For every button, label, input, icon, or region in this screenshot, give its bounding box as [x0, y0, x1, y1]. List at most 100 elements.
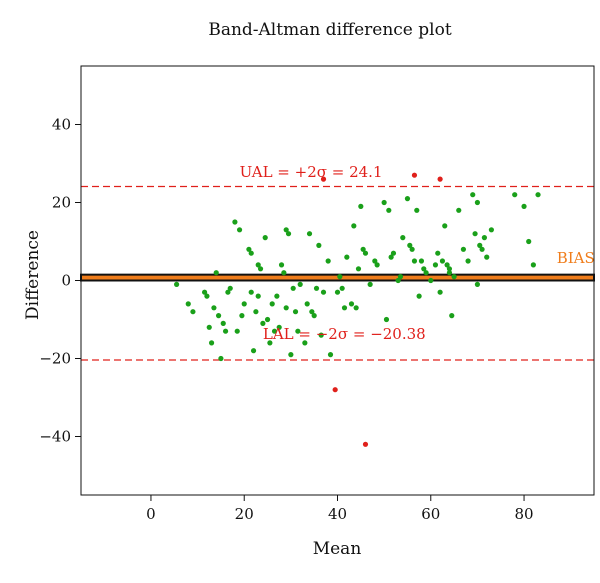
- data-point-85: [416, 293, 422, 299]
- x-tick-label-0: 0: [146, 505, 156, 523]
- data-point-34: [274, 293, 280, 299]
- data-point-10: [218, 355, 224, 362]
- data-point-64: [353, 305, 359, 311]
- data-point-62: [348, 301, 355, 307]
- data-point-36: [278, 262, 285, 268]
- data-point-42: [290, 285, 296, 291]
- data-point-59: [339, 285, 345, 291]
- data-point-32: [269, 301, 275, 307]
- data-point-89: [428, 277, 434, 284]
- data-point-6: [208, 340, 215, 346]
- data-point-112: [526, 238, 532, 245]
- data-point-7: [211, 305, 217, 311]
- data-point-105: [477, 242, 483, 248]
- data-point-25: [255, 262, 261, 268]
- data-point-53: [318, 332, 324, 338]
- data-point-99: [456, 207, 462, 213]
- data-point-21: [248, 250, 254, 256]
- data-point-0: [174, 281, 180, 287]
- data-point-97: [449, 313, 455, 319]
- lower-limit-label: LAL = −2σ = −20.38: [263, 325, 426, 343]
- data-point-79: [400, 235, 406, 241]
- x-tick-label-3: 60: [421, 505, 440, 523]
- y-tick-label-2: 0: [61, 272, 71, 290]
- data-point-22: [248, 289, 254, 295]
- data-point-83: [411, 258, 418, 264]
- data-point-57: [334, 289, 341, 295]
- data-point-27: [257, 266, 264, 272]
- data-point-75: [388, 254, 394, 260]
- data-point-108: [484, 254, 490, 260]
- data-point-70: [372, 258, 378, 264]
- data-point-100: [460, 246, 467, 252]
- data-point-45: [297, 281, 303, 287]
- data-point-50: [311, 313, 317, 319]
- data-point-61: [344, 254, 350, 260]
- data-point-41: [288, 352, 294, 358]
- data-point-69: [367, 281, 373, 287]
- data-point-3: [201, 289, 208, 295]
- data-point-67: [360, 246, 366, 252]
- x-tick-label-2: 40: [328, 505, 347, 523]
- data-point-38: [283, 227, 289, 233]
- data-point-14: [227, 285, 233, 291]
- data-point-87: [421, 266, 427, 272]
- data-point-39: [283, 305, 289, 311]
- data-point-26: [255, 293, 261, 299]
- y-tick-label-1: −20: [39, 350, 71, 368]
- data-point-111: [521, 203, 527, 209]
- data-point-91: [435, 250, 441, 256]
- data-point-107: [481, 235, 488, 241]
- data-point-116: [446, 270, 453, 276]
- data-point-72: [381, 199, 387, 206]
- axis-ticks: 0 20 40 60 80 −40 −20 0 20 40: [39, 116, 533, 524]
- data-point-30: [264, 316, 271, 323]
- data-point-16: [234, 328, 240, 334]
- data-point-98: [451, 274, 457, 280]
- data-point-18: [239, 313, 245, 319]
- outlier-point-3: [332, 387, 338, 393]
- data-point-17: [236, 227, 243, 233]
- bias-label: BIAS: [557, 249, 595, 267]
- chart-title: Band-Altman difference plot: [208, 20, 451, 40]
- data-point-8: [213, 270, 219, 276]
- data-point-37: [281, 270, 287, 276]
- data-point-31: [267, 340, 273, 346]
- data-point-90: [432, 262, 439, 268]
- data-point-95: [444, 262, 450, 268]
- data-point-24: [253, 309, 259, 315]
- data-point-28: [260, 320, 266, 326]
- data-point-113: [530, 262, 536, 268]
- data-point-44: [295, 328, 301, 334]
- data-point-63: [351, 223, 357, 229]
- data-point-114: [535, 192, 541, 198]
- data-point-55: [325, 258, 331, 264]
- data-point-73: [383, 316, 390, 323]
- data-point-35: [276, 324, 282, 330]
- y-axis-label: Difference: [23, 230, 43, 320]
- data-point-82: [409, 246, 415, 252]
- data-point-29: [262, 235, 268, 241]
- data-point-12: [222, 328, 229, 334]
- data-point-76: [390, 250, 397, 256]
- data-point-9: [215, 313, 222, 319]
- data-point-1: [185, 301, 191, 307]
- y-tick-label-4: 40: [52, 116, 71, 134]
- x-axis-label: Mean: [313, 539, 362, 559]
- data-point-65: [355, 266, 362, 272]
- data-point-94: [442, 223, 448, 229]
- data-point-80: [404, 196, 411, 202]
- data-point-92: [437, 289, 443, 295]
- data-point-48: [306, 231, 313, 237]
- y-tick-label-3: 20: [52, 194, 71, 212]
- data-point-71: [374, 262, 380, 268]
- outlier-point-1: [411, 172, 418, 178]
- data-point-54: [320, 289, 327, 295]
- data-point-51: [313, 285, 320, 291]
- data-point-52: [316, 242, 322, 248]
- y-tick-label-0: −40: [39, 428, 71, 446]
- data-point-84: [414, 207, 420, 213]
- data-point-115: [474, 281, 481, 287]
- data-point-101: [465, 258, 471, 264]
- data-point-102: [470, 192, 476, 198]
